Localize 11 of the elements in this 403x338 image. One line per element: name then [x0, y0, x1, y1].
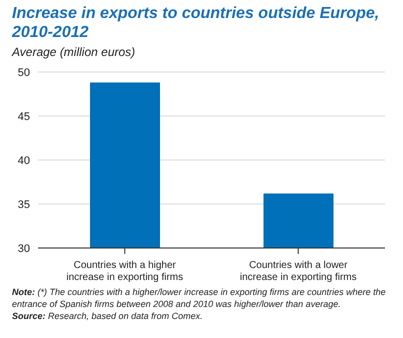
- y-axis-title: Average (million euros): [12, 45, 136, 59]
- y-tick-label: 50: [18, 66, 30, 79]
- x-tick-label: Countries with a lower increase in exporting firms: [240, 260, 357, 283]
- x-tick-label: Countries with a higher increase in exporting firms: [66, 260, 184, 283]
- source-note: Source: Research, based on data from Comex.: [12, 311, 203, 321]
- y-tick-label: 35: [18, 198, 30, 211]
- text: Note: (*) The countries with a higher/lower increase in exporting firms are countries where the entrance of Spanish firms between 2008 and 2010 was higher/lower than average.: [12, 287, 386, 309]
- chart-title: Increase in exports to countries outside Europe, 2010-2012: [12, 4, 380, 42]
- y-tick-label: 30: [18, 242, 30, 255]
- y-tick-label: 40: [18, 154, 30, 167]
- y-tick-label: 45: [18, 110, 30, 123]
